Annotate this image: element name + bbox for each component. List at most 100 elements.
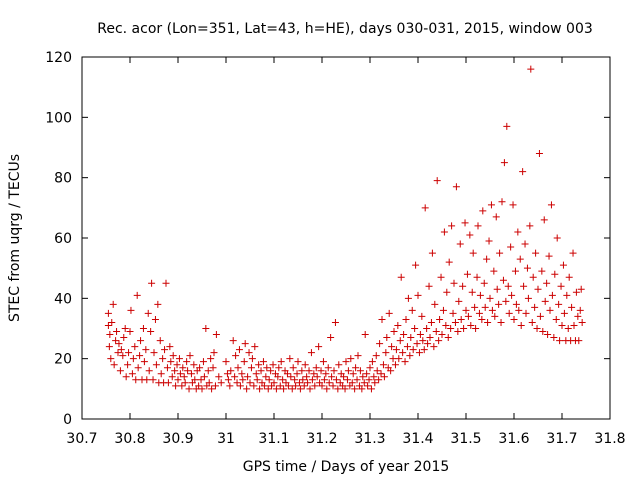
- data-point: [385, 309, 393, 317]
- data-point: [205, 379, 213, 387]
- data-point: [544, 331, 552, 339]
- data-point: [354, 352, 362, 360]
- data-point: [152, 361, 160, 369]
- data-point: [108, 318, 116, 326]
- data-point: [480, 279, 488, 287]
- x-tick-label: 31.1: [258, 431, 289, 447]
- data-point: [243, 385, 251, 393]
- data-point: [253, 376, 261, 384]
- data-point: [519, 168, 527, 176]
- data-point: [168, 373, 176, 381]
- data-point: [283, 370, 291, 378]
- data-point: [148, 279, 156, 287]
- data-point: [487, 201, 495, 209]
- data-point: [366, 364, 374, 372]
- data-point: [352, 364, 360, 372]
- data-point: [161, 346, 169, 354]
- data-point: [125, 349, 133, 357]
- data-point: [421, 204, 429, 212]
- data-point: [475, 309, 483, 317]
- data-point: [457, 315, 465, 323]
- data-point: [435, 337, 443, 345]
- x-axis-ticks: 30.7 30.8 30.9 31 31.1 31.2 31.3 31.4 31.5 31.6 31…: [66, 57, 626, 447]
- data-point: [539, 328, 547, 336]
- data-point: [109, 300, 117, 308]
- data-point: [512, 300, 520, 308]
- data-point: [121, 325, 129, 332]
- x-tick-label: 31: [217, 431, 235, 447]
- data-point: [361, 331, 369, 339]
- data-point: [293, 370, 301, 378]
- data-point: [450, 279, 458, 287]
- data-point: [392, 346, 400, 354]
- data-point: [468, 288, 476, 296]
- data-point: [323, 385, 331, 393]
- data-point: [488, 306, 496, 314]
- data-point: [460, 325, 468, 332]
- data-point: [310, 370, 318, 378]
- data-point: [552, 315, 560, 323]
- data-point: [425, 282, 433, 290]
- data-point: [382, 349, 390, 357]
- data-point: [277, 358, 285, 366]
- data-point: [200, 373, 208, 381]
- data-point: [411, 325, 419, 332]
- data-point: [430, 343, 438, 351]
- data-point: [426, 334, 434, 342]
- data-point: [264, 385, 272, 393]
- data-point: [171, 367, 179, 375]
- data-point: [245, 349, 253, 357]
- data-point: [390, 328, 398, 336]
- data-point: [142, 346, 150, 354]
- data-point: [473, 273, 481, 281]
- data-point: [574, 312, 582, 320]
- data-point: [471, 303, 479, 311]
- data-point: [349, 370, 357, 378]
- data-point: [368, 358, 376, 366]
- data-point: [523, 264, 531, 272]
- data-point: [280, 385, 288, 393]
- data-point: [383, 334, 391, 342]
- data-point: [197, 376, 205, 384]
- data-point: [424, 340, 432, 348]
- x-tick-label: 31.6: [498, 431, 529, 447]
- data-point: [226, 382, 234, 390]
- data-point: [510, 315, 518, 323]
- data-point: [134, 364, 142, 372]
- data-point: [287, 373, 295, 381]
- data-point: [157, 370, 165, 378]
- data-point: [527, 65, 535, 73]
- data-point: [533, 325, 541, 332]
- data-point: [399, 349, 407, 357]
- data-point: [486, 294, 494, 302]
- data-point: [113, 328, 121, 336]
- data-point: [275, 364, 283, 372]
- data-point: [164, 379, 172, 387]
- data-point: [334, 385, 342, 393]
- data-point: [360, 379, 368, 387]
- data-point: [120, 334, 128, 342]
- y-axis-ticks: 0 20 40 60 80 100 120: [45, 50, 610, 428]
- data-point: [263, 364, 271, 372]
- data-point: [569, 249, 577, 257]
- data-point: [550, 334, 558, 342]
- data-point: [344, 367, 352, 375]
- data-point: [375, 376, 383, 384]
- data-point: [132, 376, 140, 384]
- data-point: [324, 364, 332, 372]
- data-point: [162, 279, 170, 287]
- data-point: [270, 379, 278, 387]
- data-point: [330, 367, 338, 375]
- data-point: [167, 358, 175, 366]
- data-point: [176, 370, 184, 378]
- data-point: [404, 294, 412, 302]
- data-point: [137, 337, 145, 345]
- data-point: [397, 273, 405, 281]
- data-point: [499, 276, 507, 284]
- data-point: [495, 300, 503, 308]
- data-point: [442, 321, 450, 329]
- data-point: [455, 297, 463, 305]
- data-point: [445, 258, 453, 266]
- data-point: [353, 376, 361, 384]
- data-point: [232, 352, 240, 360]
